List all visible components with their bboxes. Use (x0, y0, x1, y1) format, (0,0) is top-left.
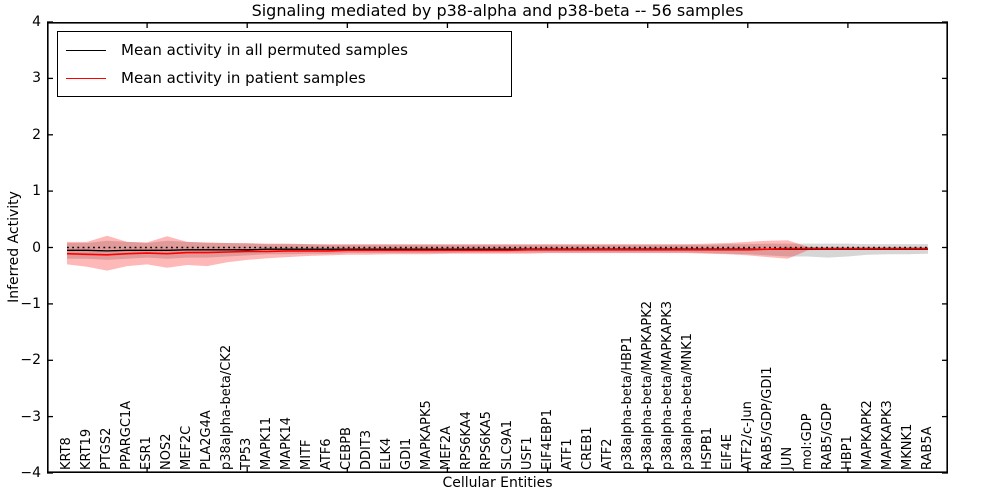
y-tick-label: 1 (32, 183, 41, 200)
x-tick-label: RAB5/GDP (819, 403, 835, 470)
x-tick-label: HSPB1 (699, 426, 715, 470)
y-tick-label: −3 (20, 408, 41, 425)
legend-line-black (66, 49, 106, 51)
x-tick-label: RPS6KA4 (459, 411, 475, 470)
legend-label: Mean activity in patient samples (121, 69, 366, 87)
x-tick-label: MAPKAPK3 (879, 400, 895, 470)
legend-entry-permuted: Mean activity in all permuted samples (58, 36, 511, 64)
legend: Mean activity in all permuted samples Me… (57, 31, 512, 97)
x-tick-label: JUN (779, 446, 795, 470)
x-tick-label: CEBPB (339, 427, 355, 470)
y-tick-label: 0 (32, 239, 41, 256)
x-tick-label: MKNK1 (899, 423, 915, 470)
x-tick-label: GDI1 (399, 437, 415, 470)
x-tick-label: RAB5A (919, 426, 935, 470)
y-tick-label: 2 (32, 126, 41, 143)
x-tick-label: EIF4E (719, 433, 735, 470)
x-tick-label: MAPK11 (259, 416, 275, 470)
x-tick-label: ATF2/c-Jun (739, 401, 755, 470)
x-tick-label: ATF6 (319, 438, 335, 470)
x-tick-label: PLA2G4A (199, 410, 215, 470)
x-tick-label: ELK4 (379, 437, 395, 470)
y-tick-label: −2 (20, 352, 41, 369)
x-tick-label: PPARGC1A (119, 400, 135, 470)
y-tick-label: −1 (20, 295, 41, 312)
y-tick-label: 3 (32, 70, 41, 87)
x-tick-label: HBP1 (839, 435, 855, 470)
x-tick-label: KRT19 (79, 428, 95, 470)
x-tick-label: MAPKAPK2 (859, 400, 875, 470)
x-tick-label: DDIT3 (359, 429, 375, 470)
y-tick-label: −4 (20, 465, 41, 481)
x-tick-label: mol:GDP (799, 413, 815, 470)
x-tick-label: RPS6KA5 (479, 411, 495, 470)
legend-line-red (66, 77, 106, 79)
chart-title: Signaling mediated by p38-alpha and p38-… (251, 1, 744, 20)
patient-band (67, 235, 928, 271)
x-tick-label: MEF2C (179, 425, 195, 470)
x-axis-label: Cellular Entities (442, 475, 553, 491)
x-tick-label: p38alpha-beta/MAPKAPK3 (659, 301, 675, 470)
x-tick-label: p38alpha-beta/CK2 (219, 344, 235, 470)
x-tick-label: p38alpha-beta/MNK1 (679, 333, 695, 470)
x-tick-label: p38alpha-beta/HBP1 (619, 335, 635, 470)
x-tick-label: EIF4EBP1 (539, 408, 555, 470)
y-tick-label: 4 (32, 14, 41, 30)
x-tick-label: MEF2A (439, 425, 455, 470)
patient-mean-line (66, 247, 928, 256)
x-tick-label: MAPK14 (279, 416, 295, 470)
x-tick-label: CREB1 (579, 426, 595, 470)
legend-label: Mean activity in all permuted samples (121, 41, 408, 59)
x-tick-label: PTGS2 (99, 427, 115, 470)
x-tick-label: USF1 (519, 436, 535, 470)
x-tick-label: ATF2 (599, 438, 615, 470)
x-tick-label: MITF (299, 439, 315, 470)
x-tick-label: p38alpha-beta/MAPKAPK2 (639, 301, 655, 470)
x-tick-label: ESR1 (139, 436, 155, 470)
x-tick-label: KRT8 (59, 437, 75, 470)
x-tick-label: RAB5/GDP/GDI1 (759, 366, 775, 470)
legend-entry-patient: Mean activity in patient samples (58, 64, 511, 92)
x-tick-label: NOS2 (159, 433, 175, 470)
x-tick-label: TP53 (239, 437, 255, 470)
x-tick-label: ATF1 (559, 438, 575, 470)
x-tick-label: SLC9A1 (499, 419, 515, 470)
x-tick-label: MAPKAPK5 (419, 400, 435, 470)
